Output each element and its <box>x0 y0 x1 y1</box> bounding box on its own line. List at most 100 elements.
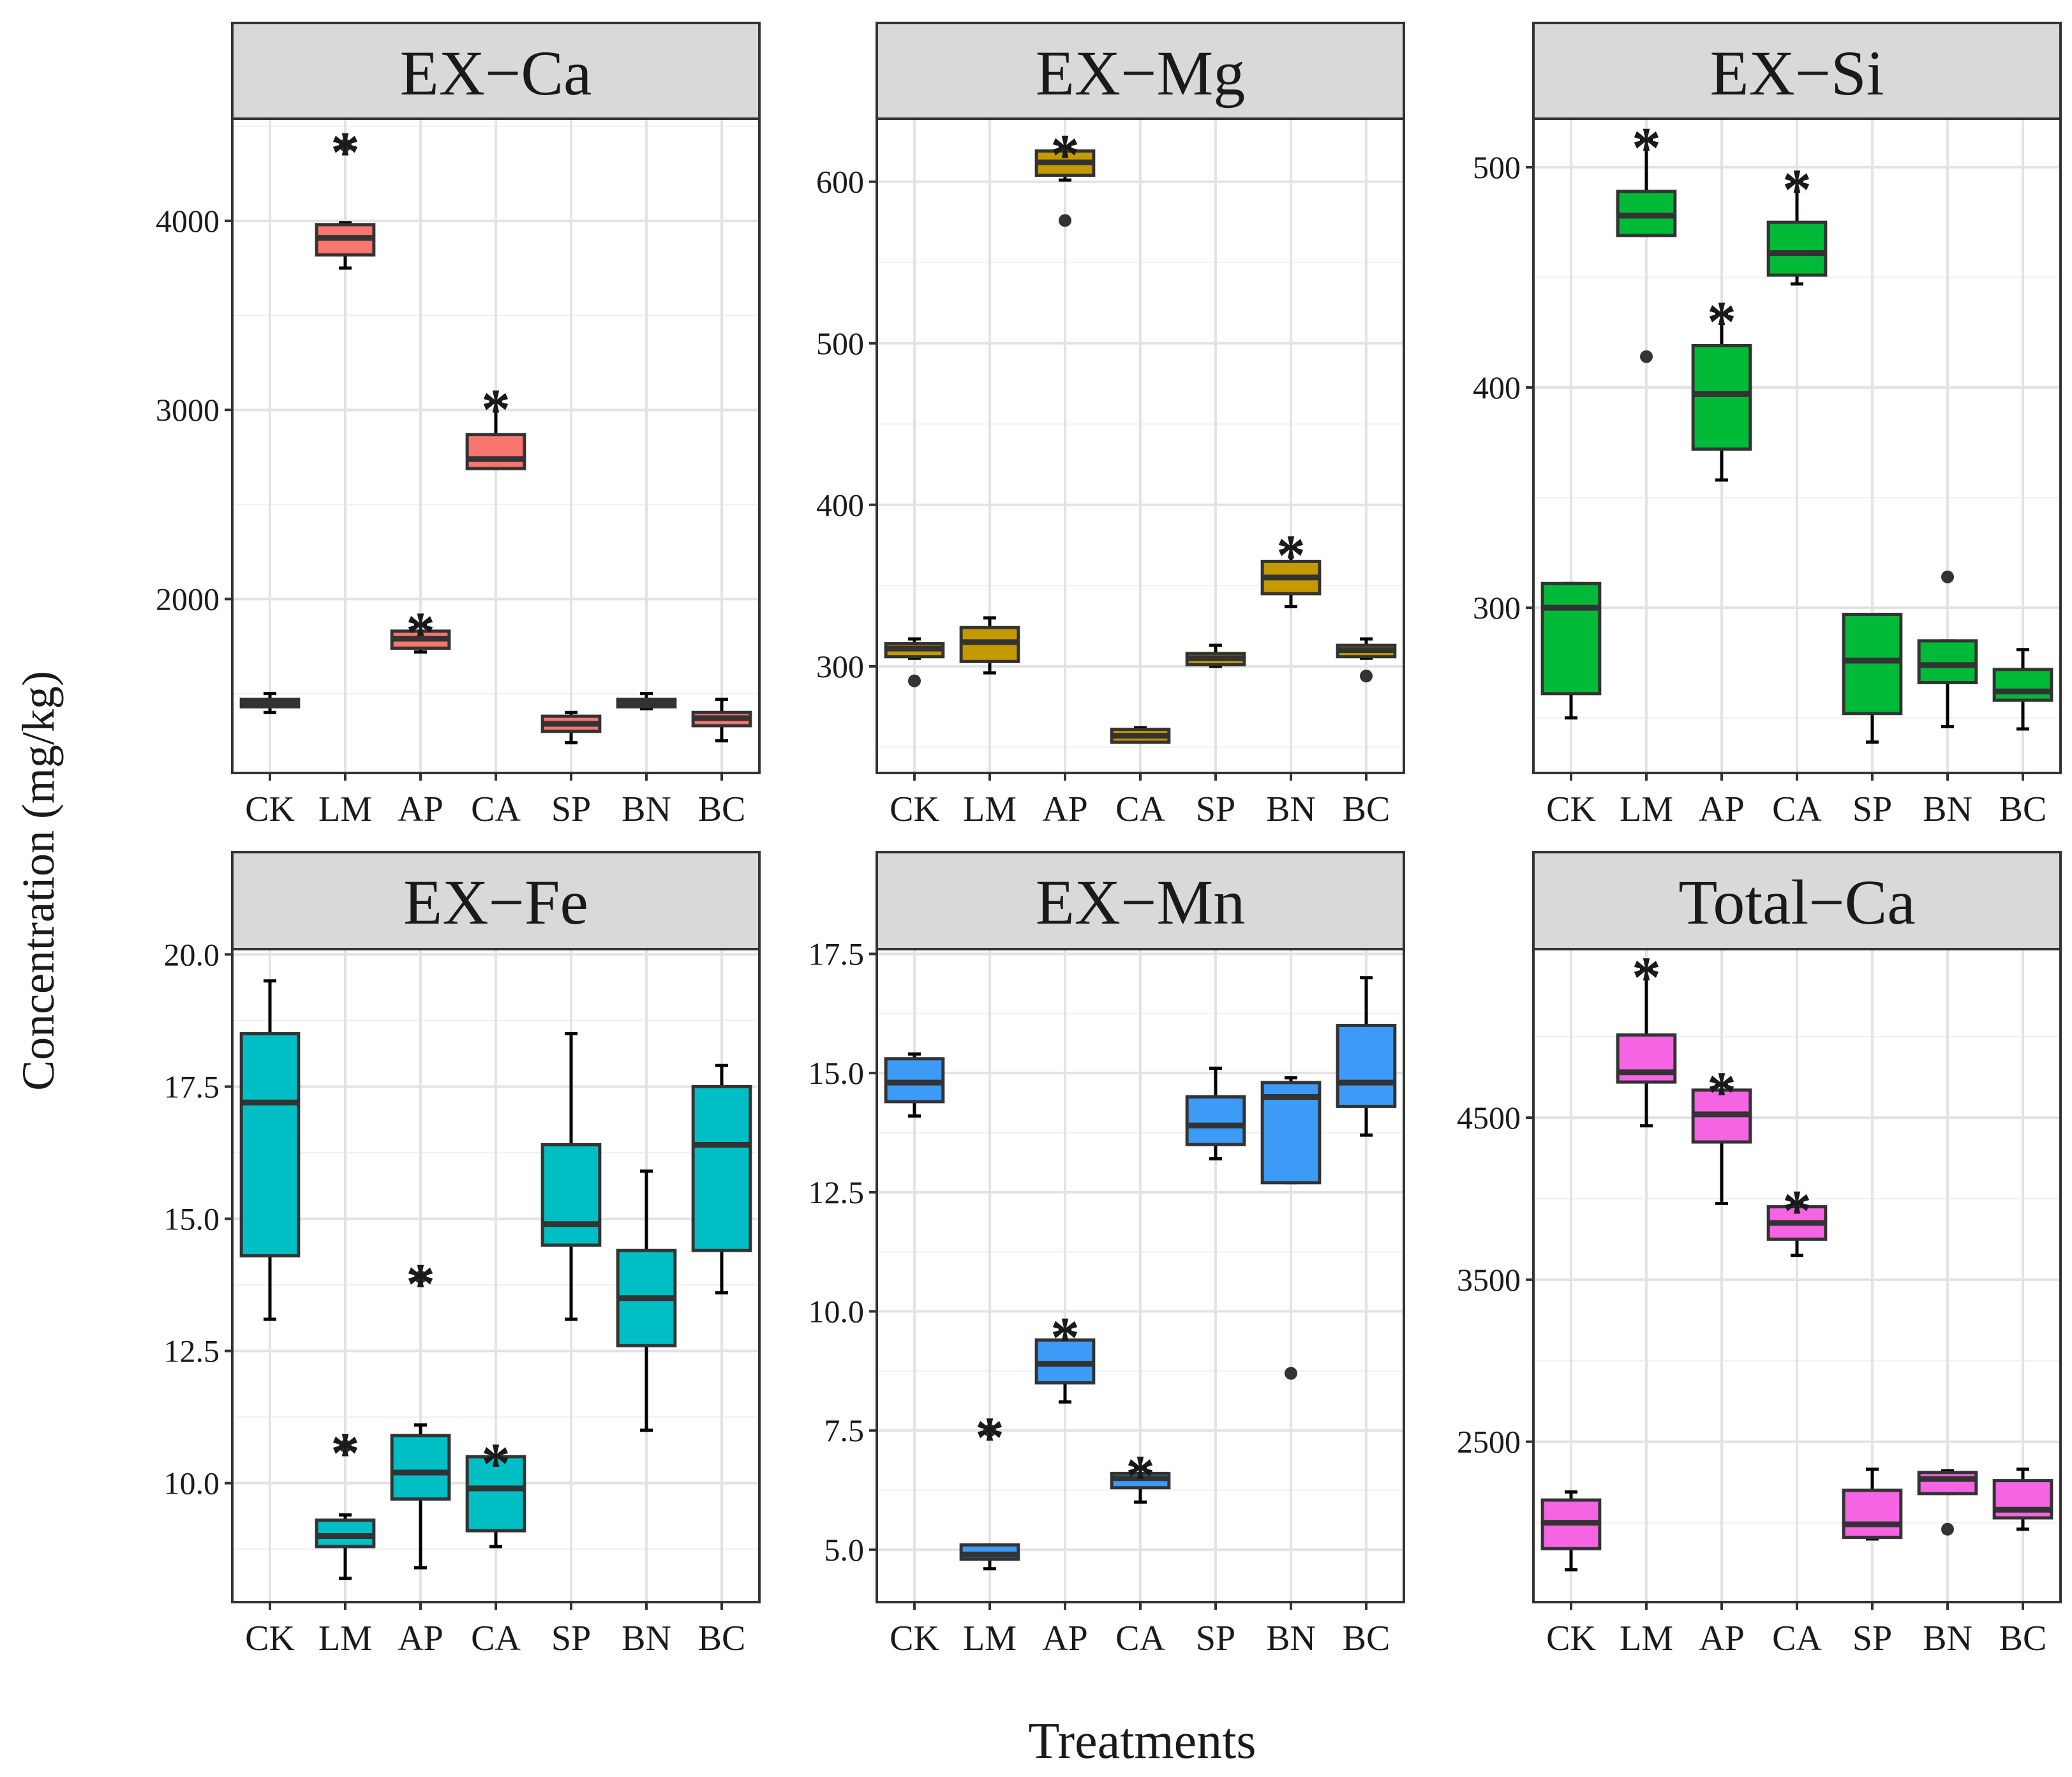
boxplot-LM: * <box>315 1421 376 1580</box>
facet-strip <box>876 22 1405 120</box>
x-tick-label: CA <box>471 790 521 829</box>
x-tick-label: LM <box>318 790 372 829</box>
y-tick-label: 2500 <box>1457 1424 1521 1460</box>
boxplot-BC <box>1992 648 2053 731</box>
boxplot-SP <box>1842 613 1903 744</box>
outlier-point <box>1640 350 1653 363</box>
box-iqr <box>1766 220 1828 277</box>
y-tick-label: 10.0 <box>164 1466 220 1501</box>
x-tick-label: CA <box>1772 790 1822 829</box>
outlier-point <box>1059 214 1071 227</box>
x-tick-label: BN <box>1266 790 1316 829</box>
significance-asterisk: * <box>975 1405 1004 1470</box>
facet-strip-title: EX−Fe <box>403 867 588 938</box>
significance-asterisk: * <box>1126 1443 1155 1508</box>
boxplot-CA: * <box>1766 157 1828 286</box>
y-tick-label: 20.0 <box>164 936 220 972</box>
x-tick-label: BN <box>622 1619 671 1658</box>
significance-asterisk: * <box>481 1431 511 1496</box>
boxplot-LM <box>959 616 1020 675</box>
panel-border <box>1532 117 2062 774</box>
panel-border <box>876 117 1405 774</box>
x-tick-label: BN <box>622 790 671 829</box>
y-tick-label: 3500 <box>1457 1262 1521 1298</box>
box-iqr <box>239 1032 301 1257</box>
significance-asterisk: * <box>406 600 435 665</box>
significance-asterisk: * <box>331 1421 360 1486</box>
y-tick-label: 15.0 <box>164 1201 220 1236</box>
y-tick-label: 5.0 <box>824 1532 865 1568</box>
box-iqr <box>1917 639 1978 685</box>
y-tick-label: 500 <box>816 326 864 361</box>
boxplot-SP <box>1842 1467 1903 1541</box>
y-tick-label: 17.5 <box>809 936 865 971</box>
significance-asterisk: * <box>331 119 360 184</box>
facet-panel-2: EX−Mg 300 400 500 600 CK LM AP CA SP BN BC * * <box>816 22 1405 829</box>
boxplot-LM: * <box>1616 945 1677 1128</box>
box-iqr <box>1842 1488 1903 1539</box>
x-tick-label: BC <box>1343 1619 1390 1658</box>
x-tick-label: LM <box>963 1619 1017 1658</box>
facet-strip-title: EX−Mn <box>1036 867 1246 938</box>
panel-border <box>1532 948 2062 1603</box>
outlier-point <box>1285 1367 1297 1380</box>
outlier-point <box>1941 1522 1954 1536</box>
panel-border <box>231 117 761 774</box>
box-iqr <box>465 433 526 470</box>
panel-border <box>231 948 761 1603</box>
y-tick-label: 12.5 <box>809 1174 865 1210</box>
x-tick-label: SP <box>551 790 591 829</box>
boxplot-BN <box>616 1169 677 1432</box>
y-tick-label: 12.5 <box>164 1333 220 1369</box>
facet-strip <box>231 851 761 950</box>
boxplot-LM: * <box>959 1405 1020 1571</box>
boxplot-BN <box>1917 1469 1978 1536</box>
x-tick-label: CK <box>1546 790 1596 829</box>
boxplot-LM: * <box>315 119 376 270</box>
y-tick-label: 500 <box>1473 149 1521 185</box>
y-tick-label: 400 <box>1473 370 1521 405</box>
x-tick-label: LM <box>963 790 1017 829</box>
facet-strip-title: EX−Ca <box>400 38 592 109</box>
facet-panel-3: EX−Si 300 400 500 CK LM AP CA SP BN BC * * * <box>1473 22 2062 829</box>
x-tick-label: AP <box>1042 790 1088 829</box>
boxplot-SP <box>1185 1067 1246 1161</box>
significance-asterisk: * <box>1782 1178 1812 1243</box>
significance-asterisk: * <box>1707 1060 1736 1125</box>
x-tick-label: BC <box>1999 1619 2047 1658</box>
significance-asterisk: * <box>406 1252 435 1317</box>
box-iqr <box>1842 613 1903 716</box>
x-tick-label: CA <box>1115 1619 1165 1658</box>
y-tick-label: 17.5 <box>164 1068 220 1104</box>
boxplot-CA: * <box>465 377 526 470</box>
facet-panels: EX−Ca 2000 3000 4000 CK LM AP CA SP BN BC * * * EX−Mg 3… <box>156 22 2062 1658</box>
boxplot-AP: * <box>390 1252 451 1570</box>
x-tick-label: LM <box>318 1619 372 1658</box>
boxplot-CK <box>884 1052 945 1118</box>
facet-strip-title: EX−Si <box>1710 38 1884 109</box>
boxplot-AP: * <box>1691 289 1752 482</box>
boxplot-SP <box>1185 643 1246 668</box>
boxplot-CK <box>239 979 301 1321</box>
boxplot-CA: * <box>465 1431 526 1548</box>
y-tick-label: 3000 <box>156 392 220 428</box>
boxplot-BN <box>1260 1076 1322 1380</box>
x-tick-label: BC <box>698 1619 746 1658</box>
significance-asterisk: * <box>1276 523 1306 588</box>
x-tick-label: BC <box>1343 790 1390 829</box>
boxplot-BN <box>616 692 677 710</box>
box-iqr <box>465 1455 526 1533</box>
boxplot-CA: * <box>1766 1178 1828 1257</box>
x-tick-label: LM <box>1620 1619 1673 1658</box>
boxplot-LM: * <box>1616 116 1677 363</box>
significance-asterisk: * <box>1782 157 1812 222</box>
x-tick-label: CK <box>890 790 939 829</box>
significance-asterisk: * <box>1707 289 1736 354</box>
box-iqr <box>540 1143 602 1247</box>
gridlines <box>232 119 759 773</box>
x-tick-label: CA <box>1772 1619 1822 1658</box>
facet-strip <box>876 851 1405 950</box>
y-tick-label: 10.0 <box>809 1294 865 1330</box>
box-iqr <box>1691 343 1752 451</box>
